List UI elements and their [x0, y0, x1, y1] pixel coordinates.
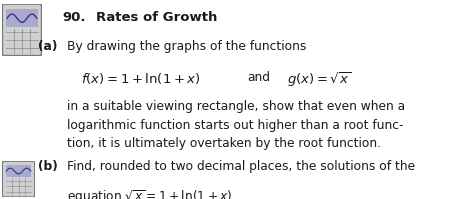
FancyBboxPatch shape: [6, 165, 31, 177]
Text: (a): (a): [38, 40, 57, 53]
FancyBboxPatch shape: [6, 9, 38, 27]
Text: By drawing the graphs of the functions: By drawing the graphs of the functions: [67, 40, 307, 53]
Text: Find, rounded to two decimal places, the solutions of the: Find, rounded to two decimal places, the…: [67, 160, 415, 173]
Text: $f(x) = 1 + \ln(1 + x)$: $f(x) = 1 + \ln(1 + x)$: [81, 71, 200, 86]
Text: 90.: 90.: [63, 11, 86, 24]
FancyBboxPatch shape: [2, 161, 35, 197]
Text: and: and: [248, 71, 271, 84]
FancyBboxPatch shape: [2, 4, 42, 56]
Text: in a suitable viewing rectangle, show that even when a
logarithmic function star: in a suitable viewing rectangle, show th…: [67, 100, 405, 150]
Text: Rates of Growth: Rates of Growth: [96, 11, 217, 24]
Text: (b): (b): [38, 160, 58, 173]
Text: equation $\sqrt{x} = 1 + \ln(1 + x)$.: equation $\sqrt{x} = 1 + \ln(1 + x)$.: [67, 188, 237, 199]
Text: $g(x) = \sqrt{x}$: $g(x) = \sqrt{x}$: [287, 71, 351, 89]
